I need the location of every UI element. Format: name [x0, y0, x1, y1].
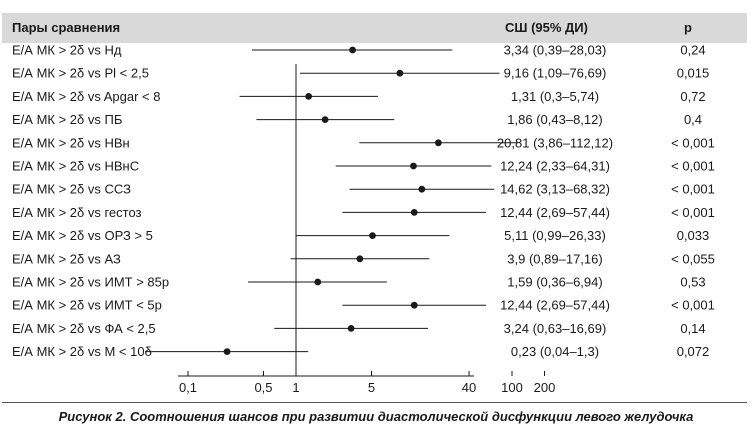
p-value-4: < 0,001	[671, 135, 715, 150]
p-value-5: < 0,001	[671, 159, 715, 174]
bottom-rule	[2, 402, 747, 403]
ci-text-10: 1,59 (0,36–6,94)	[507, 275, 602, 290]
row-label-7: Е/А МК > 2δ vs гестоз	[12, 205, 142, 220]
p-value-13: 0,072	[677, 344, 710, 359]
p-value-10: 0,53	[680, 275, 705, 290]
p-value-11: < 0,001	[671, 298, 715, 313]
row-label-10: Е/А МК > 2δ vs ИМТ > 85р	[12, 275, 169, 290]
x-tick-label-3: 5	[368, 380, 375, 395]
or-point-12	[347, 325, 355, 332]
p-value-3: 0,4	[684, 112, 702, 127]
x-tick-label-0: 0,1	[179, 380, 197, 395]
ci-text-9: 3,9 (0,89–17,16)	[507, 251, 602, 266]
row-label-6: Е/А МК > 2δ vs ССЗ	[12, 182, 131, 197]
header-band	[2, 13, 747, 43]
or-point-6	[418, 185, 426, 193]
p-value-12: 0,14	[680, 321, 705, 336]
or-point-13	[223, 348, 231, 355]
or-point-9	[356, 255, 364, 263]
ci-text-7: 12,44 (2,69–57,44)	[500, 205, 610, 220]
ci-text-4: 20,81 (3,86–112,12)	[497, 135, 613, 150]
p-value-1: 0,015	[677, 66, 710, 81]
ci-text-8: 5,11 (0,99–26,33)	[504, 228, 606, 243]
ci-text-12: 3,24 (0,63–16,69)	[504, 321, 607, 336]
p-value-0: 0,24	[680, 43, 705, 58]
p-value-7: < 0,001	[671, 205, 715, 220]
row-label-12: Е/А МК > 2δ vs ФА < 2,5	[12, 321, 156, 336]
or-point-11	[410, 301, 418, 309]
row-label-13: Е/А МК > 2δ vs М < 10δ	[12, 344, 152, 359]
row-label-2: Е/А МК > 2δ vs Apgar < 8	[12, 89, 161, 104]
row-label-5: Е/А МК > 2δ vs НВнС	[12, 159, 139, 174]
or-point-10	[314, 278, 322, 286]
x-tick-label-6: 200	[534, 380, 556, 395]
ci-text-1: 9,16 (1,09–76,69)	[504, 66, 607, 81]
p-value-6: < 0,001	[671, 182, 715, 197]
or-point-2	[305, 93, 313, 100]
ci-text-13: 0,23 (0,04–1,3)	[511, 344, 599, 359]
ci-text-5: 12,24 (2,33–64,31)	[500, 159, 610, 174]
x-tick-label-4: 40	[462, 380, 476, 395]
p-value-9: < 0,055	[671, 251, 715, 266]
x-tick-label-1: 0,5	[254, 380, 272, 395]
forest-plot: 0,1 0,5 1 5 40 100 200 Е/А МК > 2δ vs Нд 3,34 (0…	[12, 43, 715, 396]
row-label-8: Е/А МК > 2δ vs ОРЗ > 5	[12, 228, 153, 243]
header-pairs: Пары сравнения	[12, 20, 121, 35]
or-point-0	[349, 46, 356, 54]
row-label-4: Е/А МК > 2δ vs НВн	[12, 135, 130, 150]
row-label-3: Е/А МК > 2δ vs ПБ	[12, 112, 122, 127]
ci-text-6: 14,62 (3,13–68,32)	[500, 182, 610, 197]
ci-text-2: 1,31 (0,3–5,74)	[511, 89, 599, 104]
or-point-7	[410, 209, 418, 216]
ci-text-11: 12,44 (2,69–57,44)	[500, 298, 610, 313]
ci-text-0: 3,34 (0,39–28,03)	[504, 43, 607, 58]
or-point-8	[369, 232, 376, 240]
row-label-9: Е/А МК > 2δ vs АЗ	[12, 251, 121, 266]
row-label-0: Е/А МК > 2δ vs Нд	[12, 43, 122, 58]
or-point-1	[396, 69, 404, 77]
p-value-8: 0,033	[677, 228, 710, 243]
p-value-2: 0,72	[680, 89, 705, 104]
row-label-1: Е/А МК > 2δ vs Pl < 2,5	[12, 66, 149, 81]
header-p-value: p	[684, 20, 692, 35]
or-point-3	[321, 116, 329, 123]
or-point-4	[434, 139, 442, 147]
x-tick-label-2: 1	[292, 380, 299, 395]
x-tick-label-5: 100	[501, 380, 523, 395]
figure-caption: Рисунок 2. Соотношения шансов при развит…	[58, 409, 694, 424]
row-label-11: Е/А МК > 2δ vs ИМТ < 5р	[12, 298, 162, 313]
header-odds-ratio: СШ (95% ДИ)	[505, 20, 588, 35]
ci-text-3: 1,86 (0,43–8,12)	[507, 112, 602, 127]
or-point-5	[410, 162, 417, 170]
